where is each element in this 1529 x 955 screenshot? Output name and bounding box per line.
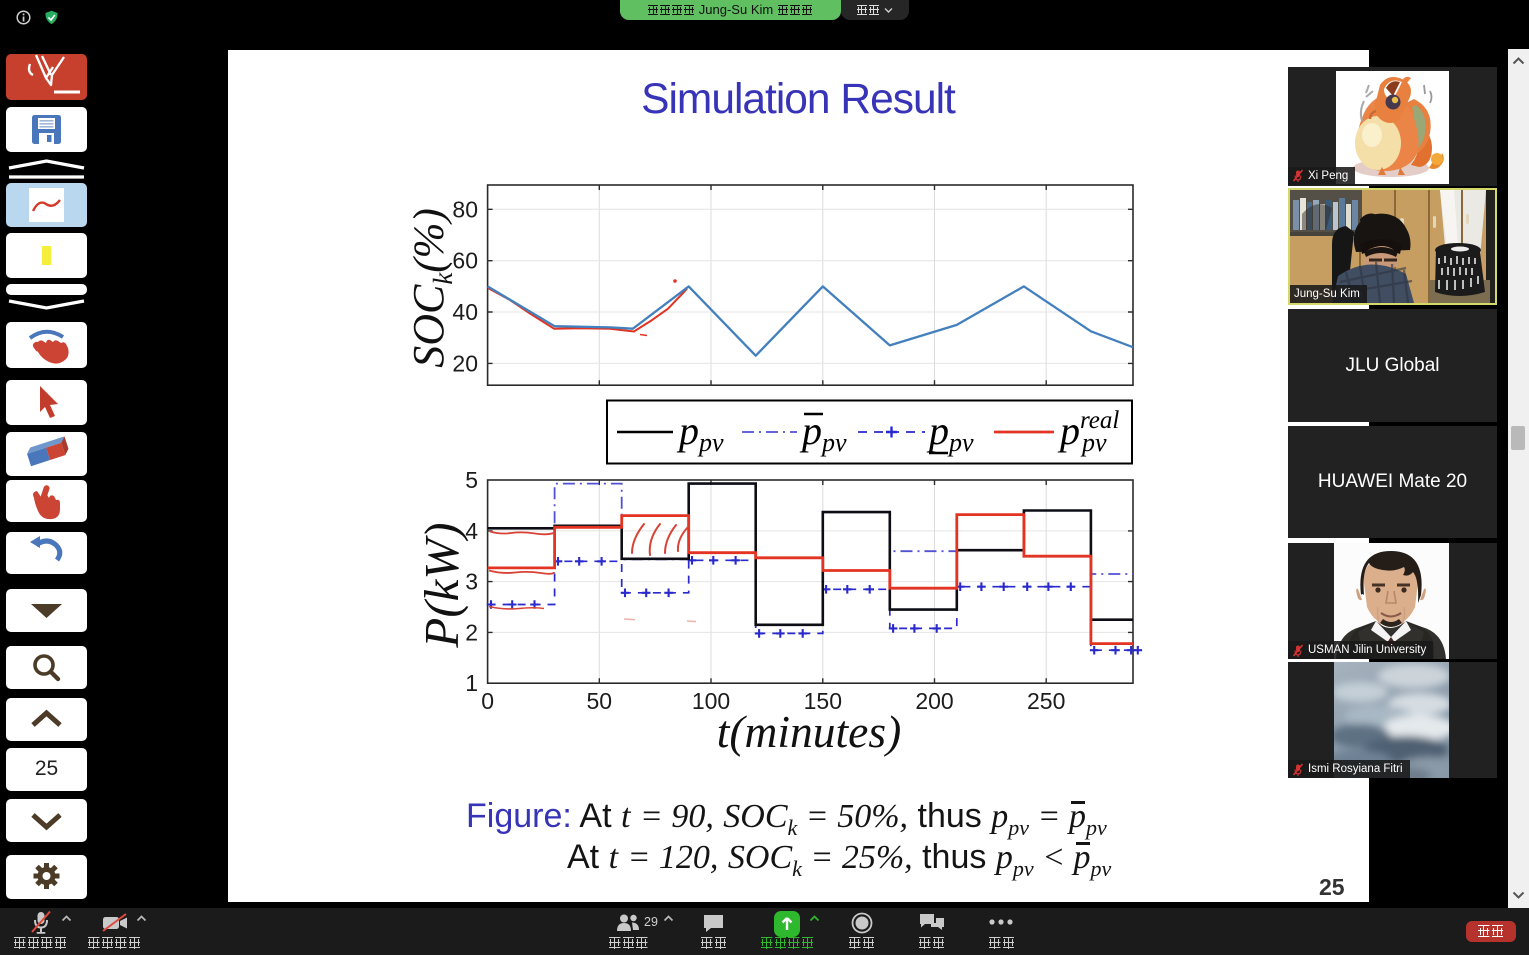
svg-text:P(kW): P(kW) — [414, 522, 469, 648]
svg-text:3: 3 — [465, 569, 478, 595]
svg-text:100: 100 — [692, 688, 730, 714]
svg-text:250: 250 — [1027, 688, 1065, 714]
svg-text:2: 2 — [465, 619, 478, 645]
svg-text:150: 150 — [804, 688, 842, 714]
svg-text:20: 20 — [452, 350, 478, 376]
svg-text:0: 0 — [481, 688, 494, 714]
svg-text:200: 200 — [915, 688, 953, 714]
svg-text:40: 40 — [452, 299, 478, 325]
svg-text:5: 5 — [465, 467, 478, 493]
svg-text:1: 1 — [465, 670, 478, 696]
svg-text:4: 4 — [465, 518, 478, 544]
svg-text:SOCk(%): SOCk(%) — [404, 208, 458, 368]
svg-text:60: 60 — [452, 248, 478, 274]
svg-text:t(minutes): t(minutes) — [717, 706, 902, 757]
svg-text:50: 50 — [587, 688, 613, 714]
svg-text:80: 80 — [452, 196, 478, 222]
